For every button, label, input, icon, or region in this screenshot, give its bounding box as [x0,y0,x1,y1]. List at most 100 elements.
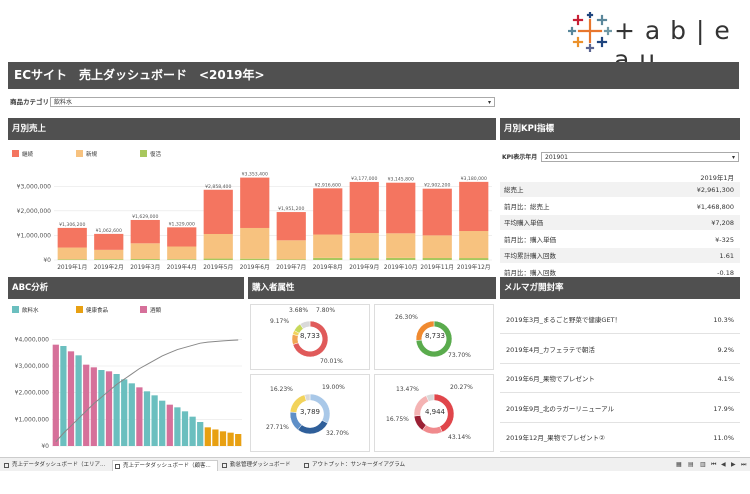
monthly-bar-segment[interactable] [422,188,452,236]
kpi-row-label: 平均購入単価 [504,219,543,227]
monthly-bar-segment[interactable] [167,246,197,260]
monthly-bar-segment[interactable] [130,243,160,260]
category-filter-select[interactable]: 飲料水 [50,97,495,107]
donut-3-center: 3,789 [299,408,321,416]
abc-bar[interactable] [174,407,181,446]
monthly-bar-segment[interactable] [386,182,416,234]
filmstrip-icon[interactable]: ▥ [700,461,706,468]
abc-bar[interactable] [67,351,75,446]
monthly-bar-segment[interactable] [57,259,87,260]
kpi-row-value: ¥-325 [715,235,734,244]
abc-bar[interactable] [151,395,158,446]
kpi-month-select[interactable]: 201901 [541,152,739,162]
abc-y-tick: ¥2,000,000 [15,390,50,397]
kpi-row: 前月比：総売上 ¥1,468,800 [500,198,740,215]
abc-bar[interactable] [90,367,97,446]
buyer-donut-charts [289,320,455,435]
tab-sales-customer[interactable]: 売上データダッシュボード（顧客... [112,460,218,471]
mailmag-row[interactable]: 2019年6月_果物でプレゼント 4.1% [500,365,740,393]
monthly-bar-segment[interactable] [240,227,270,259]
abc-chart: ¥4,000,000 ¥3,000,000 ¥2,000,000 ¥1,000,000… [15,336,242,450]
abc-bar[interactable] [136,387,143,446]
abc-title: ABC分析 [8,277,244,299]
monthly-bar-segment[interactable] [203,189,233,234]
monthly-bar-segment[interactable] [94,259,124,260]
monthly-bar-segment[interactable] [94,233,124,250]
abc-bar[interactable] [189,416,196,446]
donut-slice[interactable] [415,320,435,341]
abc-bar[interactable] [181,411,189,446]
monthly-bar-segment[interactable] [422,235,452,258]
kpi-row: 総売上 ¥2,961,300 [500,182,740,198]
mailmag-row-label: 2019年9月_北のラガーリニューアル [506,404,615,413]
mailmag-row[interactable]: 2019年9月_北のラガーリニューアル 17.9% [500,395,740,423]
monthly-bar-segment[interactable] [130,219,160,244]
monthly-bar-segment[interactable] [57,247,87,260]
monthly-bar-segment[interactable] [459,258,489,260]
monthly-bar-segment[interactable] [57,227,87,248]
mailmag-row-label: 2019年4月_カフェラテで朝活 [506,345,595,354]
abc-bar[interactable] [204,427,211,446]
abc-bar[interactable] [227,432,234,446]
abc-bar[interactable] [219,431,227,446]
abc-bar[interactable] [60,346,67,446]
monthly-bar-segment[interactable] [422,257,452,260]
monthly-bar-segment[interactable] [459,231,489,259]
abc-bar[interactable] [113,374,120,446]
abc-bar[interactable] [166,404,173,446]
kpi-row-label: 平均累計購入回数 [504,252,556,260]
tab-sankey[interactable]: アウトプット：サンキーダイアグラム [302,460,406,471]
abc-bar[interactable] [143,391,151,446]
monthly-bar-segment[interactable] [386,233,416,258]
mailmag-row[interactable]: 2019年3月_まるごと野菜で健康GET！ 10.3% [500,306,740,334]
abc-bar[interactable] [128,383,135,446]
abc-bar[interactable] [235,434,242,446]
first-sheet-icon[interactable]: ⏮ [711,461,717,468]
donut-slice[interactable] [425,393,435,402]
monthly-bar-segment[interactable] [459,181,489,232]
monthly-bar-segment[interactable] [167,259,197,260]
monthly-bar-segment[interactable] [313,188,343,235]
monthly-bar-segment[interactable] [276,259,306,260]
monthly-bar-segment[interactable] [349,258,379,260]
monthly-bar-segment[interactable] [313,257,343,260]
abc-bar[interactable] [105,371,113,446]
donut-2-label-a: 26.30% [395,314,418,321]
abc-bar[interactable] [212,429,219,446]
abc-bar[interactable] [159,400,166,446]
abc-bar[interactable] [75,355,82,446]
monthly-bar-segment[interactable] [94,249,124,260]
monthly-bar-segment[interactable] [240,258,270,260]
donut-slice[interactable] [297,419,329,435]
monthly-bar-segment[interactable] [313,234,343,258]
next-sheet-icon[interactable]: ▶ [731,461,736,468]
abc-bar[interactable] [98,370,105,446]
grid-view-icon[interactable]: ▦ [676,461,682,468]
abc-bar[interactable] [83,364,90,446]
monthly-bar-segment[interactable] [203,258,233,260]
mailmag-row[interactable]: 2019年4月_カフェラテで朝活 9.2% [500,336,740,364]
monthly-bar-segment[interactable] [167,227,197,247]
monthly-bar-segment[interactable] [130,259,160,260]
tab-sales-area[interactable]: 売上データダッシュボード（エリア... [2,460,110,471]
abc-bar[interactable] [197,422,204,446]
mailmag-row-label: 2019年12月_果物でプレゼント② [506,434,605,442]
monthly-x-tick: 2019年10月 [384,263,418,271]
abc-bar[interactable] [52,344,59,446]
monthly-bar-segment[interactable] [386,257,416,260]
tab-attendance[interactable]: 勤怠管理ダッシュボード [220,460,300,471]
monthly-bar-segment[interactable] [203,233,233,259]
list-view-icon[interactable]: ▤ [688,461,694,468]
monthly-bar-segment[interactable] [276,240,306,260]
prev-sheet-icon[interactable]: ◀ [721,461,726,468]
mailmag-row[interactable]: 2019年12月_果物でプレゼント② 11.0% [500,424,740,452]
abc-bar[interactable] [121,379,128,446]
monthly-bar-segment[interactable] [349,233,379,259]
monthly-bar-segment[interactable] [240,177,270,228]
monthly-sales-title: 月別売上 [8,118,496,140]
monthly-bar-segment[interactable] [276,212,306,241]
monthly-bar-segment[interactable] [349,181,379,234]
last-sheet-icon[interactable]: ⏭ [741,461,747,468]
donut-slice[interactable] [304,393,311,402]
donut-slice[interactable] [299,320,311,330]
